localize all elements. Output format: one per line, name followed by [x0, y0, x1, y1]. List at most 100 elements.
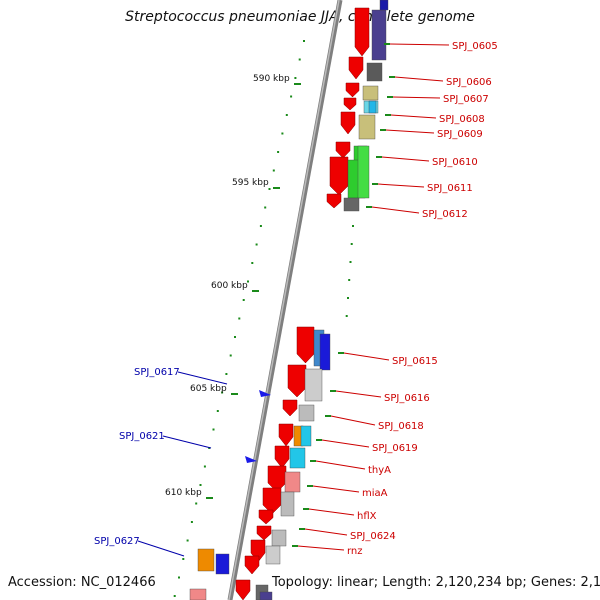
scale-dot [199, 484, 202, 486]
scale-dot [259, 225, 262, 227]
gene-label-right[interactable]: SPJ_0606 [446, 77, 492, 88]
gene-arrow[interactable] [262, 487, 282, 515]
scale-dot [268, 188, 271, 190]
gene-label-left[interactable]: SPJ_0627 [94, 536, 140, 547]
gene-arrow[interactable] [282, 399, 298, 417]
label-leader [308, 508, 355, 516]
scale-dots [173, 40, 354, 597]
scale-dot [242, 299, 245, 301]
label-tick [316, 439, 322, 441]
scale-dot [238, 317, 241, 320]
scale-dot [216, 410, 219, 412]
scale-dot [173, 595, 176, 597]
gene-label-right[interactable]: SPJ_0615 [392, 356, 438, 367]
label-tick [380, 129, 386, 131]
gene-label-left[interactable]: SPJ_0617 [134, 367, 180, 378]
label-tick [376, 156, 382, 158]
feature-box[interactable] [362, 85, 379, 101]
scale-dot [272, 169, 275, 172]
gene-label-right[interactable]: SPJ_0609 [437, 129, 483, 140]
gene-label-right[interactable]: rnz [347, 546, 363, 557]
gene-arrow[interactable] [235, 579, 251, 600]
gene-arrow[interactable] [345, 82, 360, 98]
gene-arrow[interactable] [343, 97, 357, 111]
gene-arrow[interactable] [296, 326, 315, 364]
label-tick [325, 415, 331, 417]
gene-arrow[interactable] [340, 111, 356, 135]
feature-box[interactable] [259, 591, 273, 600]
track-dot [349, 261, 352, 263]
feature-box[interactable] [189, 588, 207, 600]
gene-label-right[interactable]: SPJ_0618 [378, 421, 424, 432]
feature-box[interactable] [300, 425, 312, 447]
small-gene-arrow[interactable] [245, 456, 257, 463]
gene-arrow[interactable] [348, 56, 364, 80]
gene-label-right[interactable]: SPJ_0607 [443, 94, 489, 105]
gene-label-right[interactable]: SPJ_0608 [439, 114, 485, 125]
gene-arrow[interactable] [287, 364, 307, 398]
gene-label-right[interactable]: SPJ_0611 [427, 183, 473, 194]
protein-domain-box[interactable] [371, 9, 387, 61]
scale-label: 590 kbp [253, 74, 290, 84]
scale-label: 610 kbp [165, 488, 202, 498]
gene-label-left[interactable]: SPJ_0621 [119, 431, 165, 442]
scale-dot [247, 280, 249, 283]
gene-arrow[interactable] [256, 525, 272, 541]
gene-label-right[interactable]: SPJ_0610 [432, 157, 478, 168]
gene-arrow[interactable] [326, 193, 342, 209]
scale-label: 595 kbp [232, 178, 269, 188]
scale-dot [251, 262, 254, 264]
gene-label-right[interactable]: SPJ_0612 [422, 209, 468, 220]
gene-label-right[interactable]: SPJ_0616 [384, 393, 430, 404]
gene-label-right[interactable]: SPJ_0605 [452, 41, 498, 52]
scale-tick [231, 393, 238, 395]
label-leader [343, 352, 390, 361]
gene-arrow[interactable] [329, 156, 349, 196]
gene-arrow[interactable] [244, 555, 260, 575]
gene-arrow[interactable] [335, 141, 351, 159]
gene-arrow[interactable] [354, 7, 370, 57]
feature-box[interactable] [197, 548, 215, 572]
scale-dot [303, 40, 305, 42]
gene-arrow[interactable] [274, 445, 290, 469]
scale-dot [182, 558, 185, 560]
feature-box[interactable] [368, 100, 377, 114]
feature-box[interactable] [366, 62, 383, 82]
feature-box[interactable] [304, 368, 323, 402]
gene-arrow[interactable] [267, 465, 287, 493]
scale-dot [186, 539, 189, 542]
label-leader [392, 96, 441, 99]
scale-dot [285, 114, 288, 116]
feature-box[interactable] [280, 491, 295, 517]
feature-box[interactable] [358, 114, 376, 140]
small-gene-arrow[interactable] [259, 390, 271, 397]
protein-domain-box[interactable] [379, 0, 389, 11]
label-leader [321, 439, 370, 448]
label-tick [366, 206, 372, 208]
label-leader [381, 156, 430, 162]
track-dot [352, 225, 354, 227]
scale-tick [252, 290, 259, 292]
gene-label-right[interactable]: SPJ_0619 [372, 443, 418, 454]
label-leader [137, 540, 185, 557]
feature-box[interactable] [319, 333, 331, 371]
gene-label-right[interactable]: thyA [368, 465, 391, 476]
gene-label-right[interactable]: SPJ_0624 [350, 531, 396, 542]
feature-box[interactable] [343, 197, 360, 212]
gene-arrow[interactable] [278, 423, 294, 447]
feature-box[interactable] [265, 545, 281, 565]
feature-box[interactable] [271, 529, 287, 547]
label-leader [312, 485, 360, 493]
scale-dot [277, 151, 280, 153]
feature-box[interactable] [298, 404, 315, 422]
feature-box[interactable] [284, 471, 301, 493]
feature-box[interactable] [357, 145, 370, 199]
gene-arrow[interactable] [258, 509, 274, 525]
map-title: Streptococcus pneumoniae JJA, complete g… [125, 9, 475, 25]
label-leader [297, 545, 345, 551]
feature-box[interactable] [215, 553, 230, 575]
feature-box[interactable] [289, 447, 306, 469]
gene-label-right[interactable]: hflX [357, 511, 377, 522]
gene-label-right[interactable]: miaA [362, 488, 388, 499]
